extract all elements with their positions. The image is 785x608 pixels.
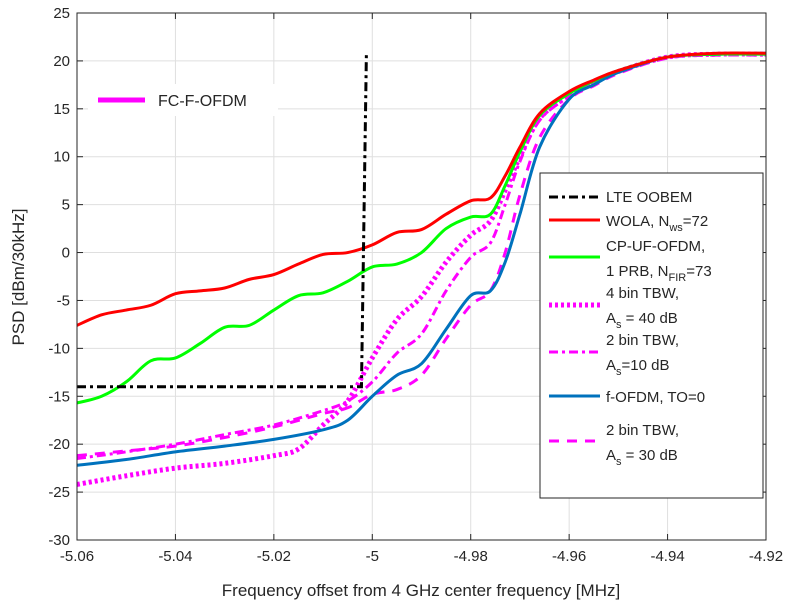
legend-entry: 2 bin TBW, [606,422,679,439]
legend-subscript: s [616,366,622,378]
y-tick-label: -10 [48,340,70,357]
series-line-1 [76,51,767,327]
legend-box [539,172,764,499]
x-axis-label: Frequency offset from 4 GHz center frequ… [222,581,620,600]
y-tick-label: 10 [53,149,70,166]
series-group [76,51,767,487]
ticks: -5.06 -5.04 -5.02 -5 -4.98 -4.96 -4.94 -4.92 -30… [48,5,783,565]
series-line-3 [76,51,767,487]
legend2-entry: FC-F-OFDM [158,93,247,110]
y-tick-label: 20 [53,53,70,70]
legend-text: = 40 dB [622,310,678,327]
x-tick-label: -5.04 [158,548,192,565]
y-tick-label: 0 [62,245,70,262]
x-tick-label: -4.94 [650,548,684,565]
legend-entry: LTE OOBEM [606,189,692,206]
x-tick-label: -4.96 [552,548,586,565]
legend-entry: CP-UF-OFDM, [606,238,705,255]
series-line-0 [77,54,368,389]
legend-entry: f-OFDM, TO=0 [606,389,705,406]
y-tick-label: -5 [57,292,70,309]
legend-entry-line2: As = 30 dB [606,447,678,468]
x-tick-label: -5 [366,548,379,565]
legend-entry: 4 bin TBW, [606,285,679,302]
x-tick-label: -4.92 [749,548,783,565]
legend-subscript: FIR [669,272,687,284]
y-axis-label: PSD [dBm/30kHz] [9,209,28,346]
legend-text: = 30 dB [622,447,678,464]
y-tick-label: 15 [53,101,70,118]
legend-text: =72 [683,213,708,230]
legend-entry-line2: 1 PRB, NFIR=73 [606,263,712,284]
series-line-5 [76,51,767,467]
x-tick-label: -5.06 [60,548,94,565]
legend-fc-f-ofdm: FC-F-OFDM [88,84,278,116]
x-tick-label: -4.98 [454,548,488,565]
legend-entry-line2: As = 40 dB [606,310,678,331]
series-line-6 [76,53,767,458]
legend: LTE OOBEM WOLA, Nws=72 CP-UF-OFDM, 1 PRB, N… [539,172,764,499]
legend-text: =73 [686,263,711,280]
legend-text: =10 dB [622,357,670,374]
legend-entry: 2 bin TBW, [606,332,679,349]
y-tick-label: -20 [48,436,70,453]
x-tick-label: -5.02 [257,548,291,565]
y-tick-label: -15 [48,388,70,405]
legend-subscript: ws [668,222,683,234]
y-tick-label: -30 [48,532,70,549]
y-tick-label: 5 [62,197,70,214]
legend-subscript: s [616,319,622,331]
legend-entry-line2: As=10 dB [606,357,669,378]
y-tick-label: -25 [48,484,70,501]
legend-entry: WOLA, Nws=72 [606,213,708,234]
axes-box [76,12,767,541]
y-tick-label: 25 [53,5,70,22]
legend-subscript: s [616,456,622,468]
